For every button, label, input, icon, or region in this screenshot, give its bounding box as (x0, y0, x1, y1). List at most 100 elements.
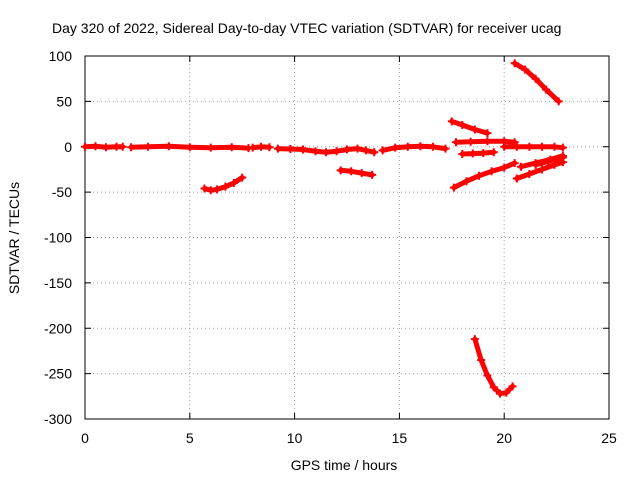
data-point (357, 169, 366, 178)
data-point (441, 144, 450, 153)
data-point (475, 171, 484, 180)
data-point (510, 159, 519, 168)
data-point (483, 371, 492, 380)
data-point (516, 162, 525, 171)
y-tick-label: 100 (49, 48, 73, 64)
data-point (370, 148, 379, 157)
series-trace (459, 149, 497, 157)
y-tick-label: -100 (44, 230, 72, 246)
data-point (347, 167, 356, 176)
x-axis-label: GPS time / hours (291, 457, 398, 473)
data-point (470, 125, 479, 134)
data-point (542, 85, 551, 94)
y-tick-label: -50 (52, 184, 72, 200)
y-tick-label: -300 (44, 411, 72, 427)
data-point (238, 173, 247, 182)
data-series (449, 159, 519, 192)
data-point (361, 146, 370, 155)
data-point (521, 65, 530, 74)
data-point (143, 142, 152, 151)
x-tick-label: 5 (186, 430, 194, 446)
data-point (477, 356, 486, 365)
data-point (512, 174, 521, 183)
data-point (257, 142, 266, 151)
data-point (273, 144, 282, 153)
series (81, 59, 567, 398)
data-point (479, 149, 488, 158)
y-tick-label: -150 (44, 275, 72, 291)
data-point (185, 143, 194, 152)
data-point (353, 144, 362, 153)
data-point (298, 145, 307, 154)
data-point (558, 143, 567, 152)
data-point (248, 143, 257, 152)
data-point (206, 143, 215, 152)
data-point (544, 157, 553, 166)
data-point (81, 142, 89, 151)
data-point (428, 142, 437, 151)
x-tick-label: 25 (601, 430, 617, 446)
data-point (537, 165, 546, 174)
data-point (91, 142, 100, 151)
data-series (531, 153, 567, 169)
data-point (458, 150, 467, 159)
data-series (127, 142, 253, 153)
data-point (213, 185, 222, 194)
data-series (273, 144, 379, 157)
data-point (489, 148, 498, 157)
x-tick-label: 15 (392, 430, 408, 446)
data-point (336, 166, 345, 175)
data-point (558, 153, 567, 162)
data-point (531, 160, 540, 169)
series-trace (338, 167, 375, 178)
data-point (118, 142, 127, 151)
y-axis-label: SDTVAR / TECUs (6, 182, 22, 294)
data-point (322, 148, 331, 157)
data-series (510, 59, 563, 106)
data-point (227, 143, 236, 152)
data-point (510, 59, 519, 68)
data-series (378, 142, 450, 155)
data-point (483, 137, 492, 146)
series-trace (449, 118, 490, 136)
data-point (221, 182, 230, 191)
data-point (451, 138, 460, 147)
data-series (470, 335, 517, 398)
data-point (531, 74, 540, 83)
data-point (416, 142, 425, 151)
y-tick-label: 0 (64, 139, 72, 155)
data-series (447, 117, 492, 138)
data-point (525, 169, 534, 178)
data-series (81, 142, 127, 152)
data-series (500, 142, 567, 152)
x-tick-label: 10 (287, 430, 303, 446)
data-series (336, 166, 377, 179)
x-tick-label: 0 (81, 430, 89, 446)
data-point (470, 335, 479, 344)
data-point (525, 142, 534, 151)
y-tick-label: 50 (56, 93, 72, 109)
data-point (343, 145, 351, 154)
data-point (229, 179, 238, 188)
ticks: 0 5 10 15 20 25 100 50 0 -50 -100 -150 -200 -250 -300 (44, 48, 617, 446)
data-point (500, 142, 509, 151)
y-tick-label: -250 (44, 366, 72, 382)
data-point (265, 143, 274, 152)
x-tick-label: 20 (496, 430, 512, 446)
data-point (200, 184, 209, 193)
data-point (502, 388, 511, 397)
data-point (487, 167, 496, 176)
chart-title: Day 320 of 2022, Sidereal Day-to-day VTE… (52, 20, 561, 36)
y-tick-label: -200 (44, 320, 72, 336)
data-point (368, 170, 377, 179)
data-point (500, 163, 509, 172)
data-series (248, 142, 274, 152)
grid (85, 56, 609, 419)
plot-frame (84, 55, 610, 420)
data-point (101, 143, 110, 152)
data-point (449, 183, 458, 192)
data-point (462, 177, 471, 186)
data-point (550, 142, 559, 151)
data-point (468, 149, 477, 158)
